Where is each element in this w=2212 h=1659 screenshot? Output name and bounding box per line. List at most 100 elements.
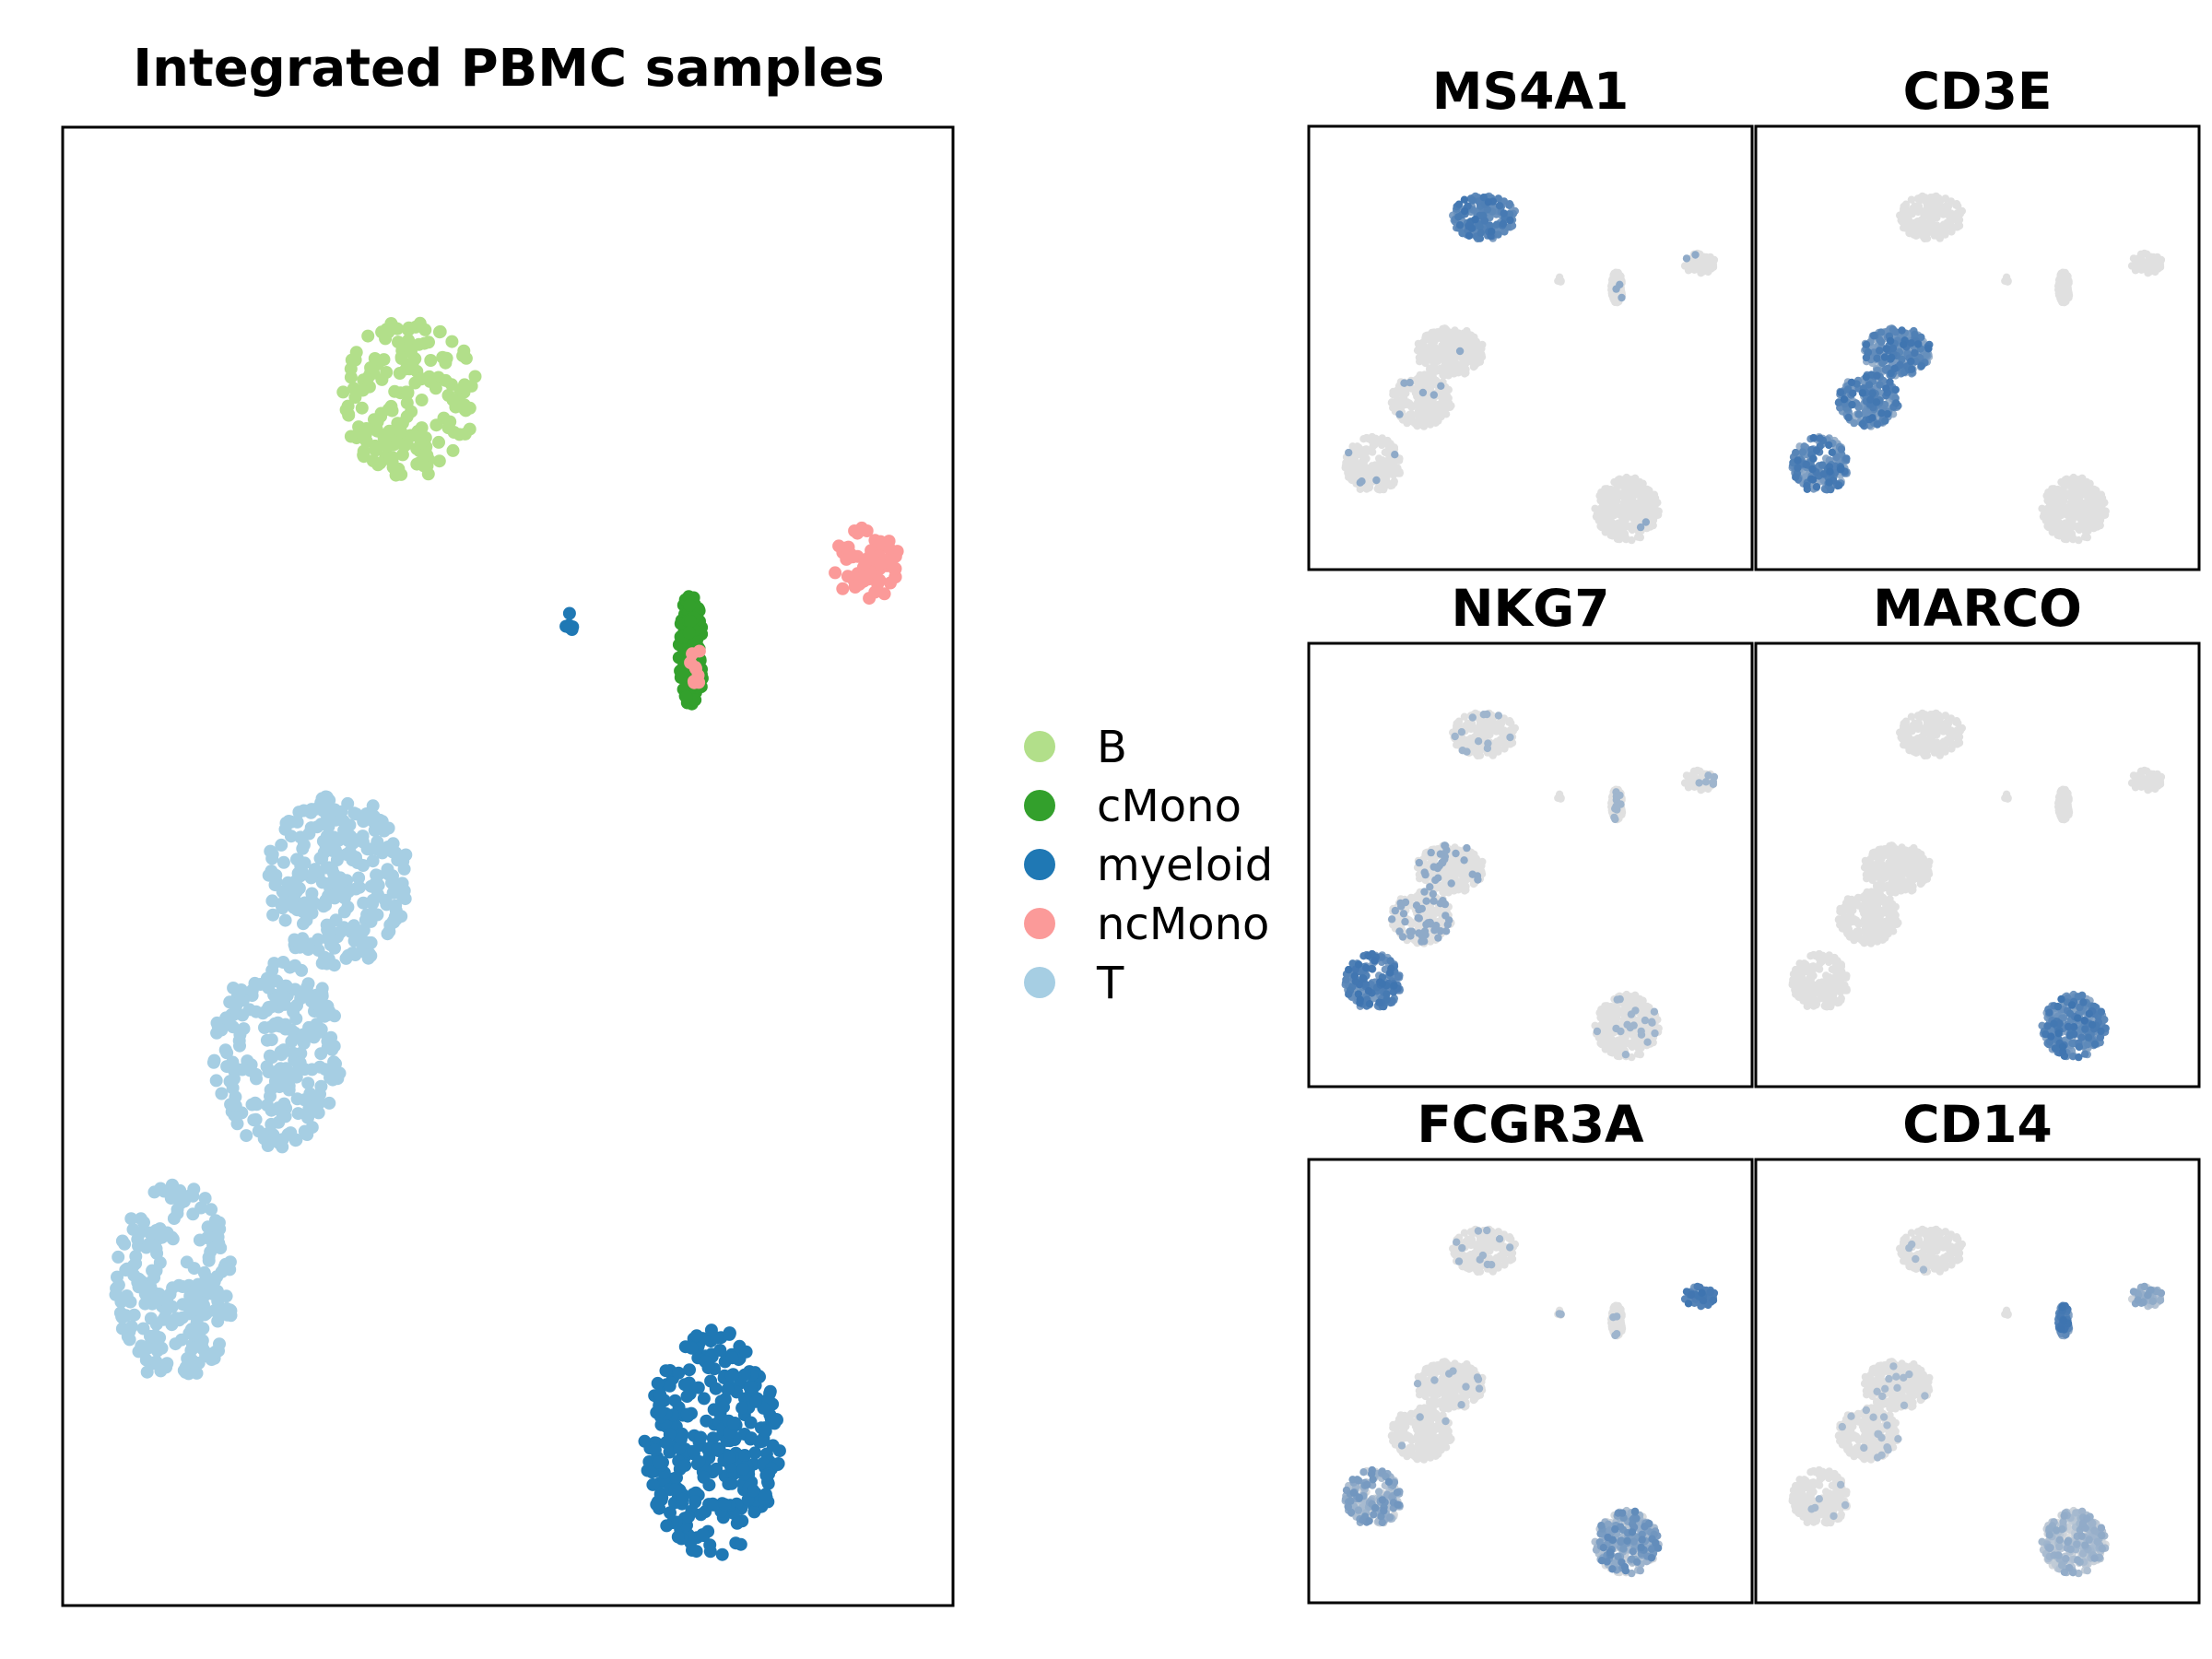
main-point-myeloid (723, 1327, 736, 1341)
gene-point (1844, 413, 1853, 422)
main-point-B (371, 415, 384, 429)
gene-point (2062, 292, 2070, 300)
main-point-ncMono (857, 574, 871, 588)
main-point-T (366, 893, 380, 907)
main-point-myeloid (747, 1505, 761, 1519)
main-point-ncMono (836, 582, 850, 595)
main-point-T (297, 917, 310, 931)
main-point-T (268, 1017, 282, 1030)
main-point-T (207, 1275, 221, 1288)
gene-point (1933, 207, 1941, 216)
main-point-myeloid (689, 1545, 703, 1559)
main-point-myeloid (668, 1394, 682, 1407)
gene-point (1798, 448, 1807, 456)
gene-point (1632, 500, 1641, 508)
main-point-T (399, 848, 413, 862)
main-point-T (249, 1067, 263, 1081)
main-point-ncMono (868, 585, 882, 599)
legend-marker-T (1024, 967, 1055, 998)
main-point-T (356, 925, 370, 939)
gene-point (1631, 486, 1641, 494)
gene-point (1400, 379, 1408, 387)
gene-point (2055, 503, 2064, 512)
main-point-T (393, 887, 406, 900)
gene-point (2141, 264, 2149, 273)
legend-entry-cMono: cMono (1024, 781, 1241, 832)
main-point-B (424, 354, 438, 367)
main-point-myeloid (660, 1519, 674, 1533)
gene-point (1476, 719, 1485, 727)
main-point-T (184, 1344, 198, 1358)
main-point-myeloid (730, 1516, 744, 1530)
main-point-ncMono (832, 539, 846, 553)
main-point-T (309, 863, 323, 877)
gene-point (1862, 372, 1871, 382)
main-point-T (288, 933, 301, 947)
main-plot-frame (61, 125, 955, 1607)
gene-point (1499, 736, 1508, 745)
main-point-myeloid (694, 1430, 708, 1444)
main-point-myeloid (713, 1344, 727, 1357)
gene-point (1862, 353, 1871, 362)
main-point-T (196, 1343, 210, 1356)
gene-point (1443, 364, 1452, 373)
main-point-myeloid (738, 1449, 751, 1462)
gene-point (1488, 228, 1496, 236)
gene-point (2090, 493, 2099, 501)
gene-point (1622, 990, 1631, 999)
main-point-myeloid (715, 1547, 729, 1561)
gene-point (1351, 448, 1360, 456)
gene-point (1620, 1001, 1630, 1009)
gene-point (1461, 206, 1469, 216)
gene-point (1835, 481, 1843, 489)
main-point-T (242, 1003, 256, 1017)
main-chart-title: Integrated PBMC samples (133, 39, 884, 99)
main-point-T (215, 1023, 229, 1037)
gene-point (1873, 354, 1881, 362)
gene-panel-title: NKG7 (1451, 579, 1609, 638)
legend-entry-ncMono: ncMono (1024, 899, 1269, 950)
gene-point (1873, 371, 1881, 380)
main-point-T (329, 913, 343, 927)
main-point-T (289, 1012, 303, 1026)
main-point-myeloid (652, 1455, 665, 1469)
gene-point (1836, 388, 1845, 396)
main-point-T (160, 1295, 174, 1308)
main-point-T (266, 908, 280, 922)
gene-point (1424, 418, 1432, 427)
main-point-T (336, 814, 350, 828)
gene-panel-points (1341, 192, 1719, 545)
main-point-T (273, 1080, 287, 1094)
gene-point (1941, 194, 1950, 203)
gene-point (2053, 485, 2063, 494)
main-point-myeloid (659, 1436, 673, 1450)
gene-point (1429, 335, 1437, 344)
gene-point (2003, 276, 2011, 286)
main-point-T (268, 878, 282, 892)
main-point-T (197, 1265, 211, 1279)
gene-panel-CD3E: CD3E (1754, 62, 2201, 571)
main-point-myeloid (663, 1379, 677, 1393)
gene-point (1825, 478, 1833, 487)
gene-point (1613, 478, 1621, 487)
legend-label-B: B (1097, 722, 1127, 773)
gene-point (1618, 293, 1626, 302)
main-point-T (325, 934, 339, 947)
main-point-T (265, 894, 279, 908)
gene-point (1694, 264, 1703, 273)
main-point-myeloid (701, 1361, 715, 1375)
main-point-myeloid (653, 1388, 667, 1402)
gene-point (1475, 749, 1483, 759)
legend-entry-T: T (1024, 958, 1124, 1009)
main-point-T (339, 951, 353, 965)
main-point-T (144, 1312, 158, 1325)
main-point-B (377, 353, 391, 367)
main-point-T (397, 862, 411, 876)
main-point-myeloid (700, 1414, 713, 1428)
gene-point (1868, 414, 1877, 422)
main-point-myeloid (688, 1495, 702, 1509)
main-point-B (402, 321, 416, 335)
gene-point (2079, 500, 2088, 508)
main-point-T (350, 856, 364, 869)
main-point-T (148, 1328, 162, 1342)
